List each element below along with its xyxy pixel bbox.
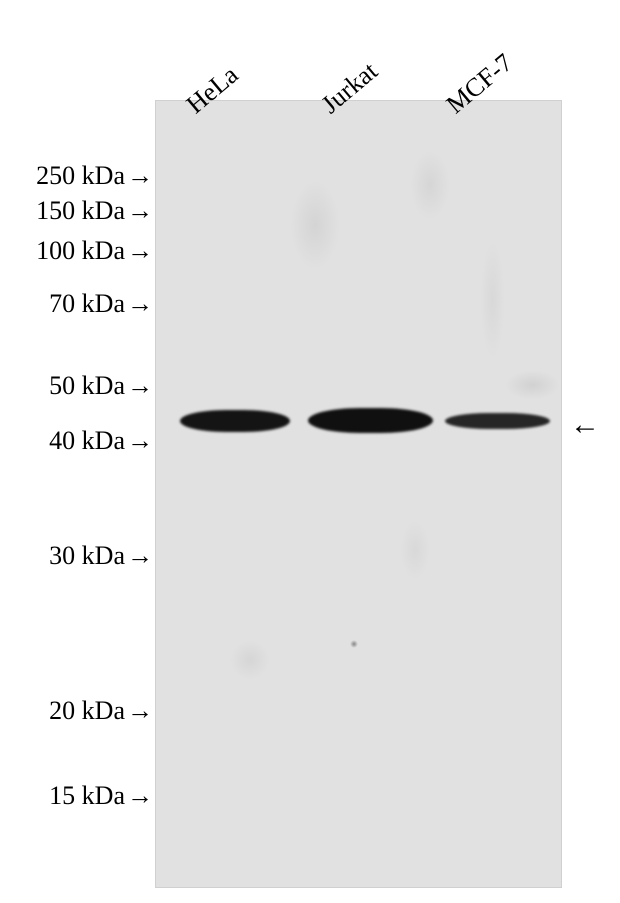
mw-value: 20 kDa: [49, 696, 125, 725]
mw-value: 50 kDa: [49, 371, 125, 400]
arrow-right-icon: →: [127, 541, 153, 571]
protein-band: [180, 410, 290, 432]
arrow-right-icon: →: [127, 196, 153, 226]
mw-marker-label: 100 kDa→: [36, 236, 153, 266]
mw-value: 15 kDa: [49, 781, 125, 810]
mw-value: 250 kDa: [36, 161, 125, 190]
arrow-right-icon: →: [127, 696, 153, 726]
western-blot-figure: WWW.PTGLAB.COM HeLaJurkatMCF-7 250 kDa→1…: [0, 0, 620, 903]
mw-value: 150 kDa: [36, 196, 125, 225]
mw-marker-label: 250 kDa→: [36, 161, 153, 191]
arrow-right-icon: →: [127, 236, 153, 266]
mw-marker-label: 30 kDa→: [49, 541, 153, 571]
mw-value: 70 kDa: [49, 289, 125, 318]
mw-marker-label: 20 kDa→: [49, 696, 153, 726]
arrow-right-icon: →: [127, 371, 153, 401]
arrow-right-icon: →: [127, 161, 153, 191]
target-band-arrow-icon: ←: [570, 408, 600, 442]
mw-marker-label: 40 kDa→: [49, 426, 153, 456]
arrow-right-icon: →: [127, 781, 153, 811]
mw-marker-label: 70 kDa→: [49, 289, 153, 319]
mw-marker-label: 150 kDa→: [36, 196, 153, 226]
mw-marker-label: 50 kDa→: [49, 371, 153, 401]
mw-value: 30 kDa: [49, 541, 125, 570]
mw-value: 40 kDa: [49, 426, 125, 455]
arrow-right-icon: →: [127, 426, 153, 456]
mw-value: 100 kDa: [36, 236, 125, 265]
protein-band: [308, 408, 433, 433]
blot-membrane: [155, 100, 562, 888]
arrow-right-icon: →: [127, 289, 153, 319]
protein-band: [445, 413, 550, 429]
mw-marker-label: 15 kDa→: [49, 781, 153, 811]
